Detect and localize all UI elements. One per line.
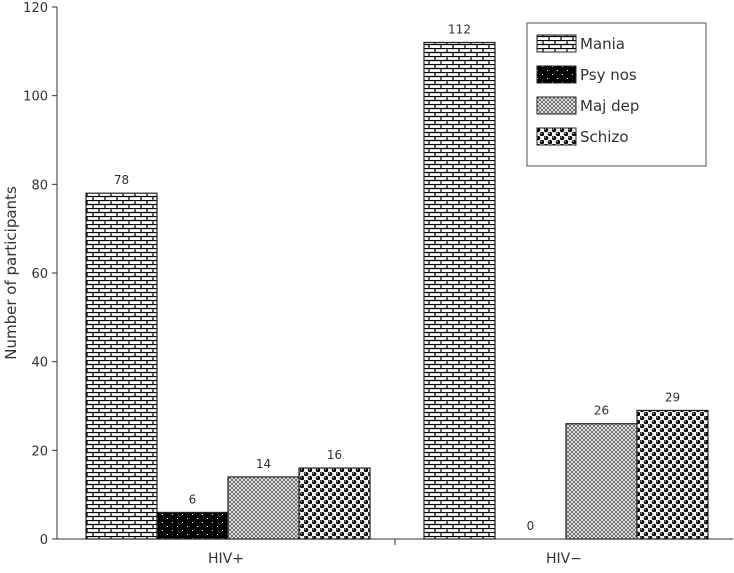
bar-schizo [298, 467, 371, 540]
data-label: 78 [114, 173, 129, 187]
bars: 78 6 14 16 112 0 26 29 [85, 22, 709, 540]
legend: Mania Psy nos Maj dep Schizo [526, 22, 707, 167]
y-tick-label: 80 [31, 178, 48, 193]
bar-maj-dep [565, 423, 638, 540]
x-tick-label: HIV+ [208, 551, 244, 567]
data-label: 112 [448, 22, 471, 36]
data-label: 29 [665, 390, 680, 404]
legend-label: Schizo [580, 128, 629, 146]
data-label: 6 [189, 492, 197, 506]
y-tick-label: 40 [31, 356, 48, 371]
legend-label: Mania [580, 35, 625, 53]
x-tick-label: HIV− [546, 551, 582, 567]
data-label: 16 [327, 448, 342, 462]
legend-label: Maj dep [580, 97, 639, 115]
bar-mania [423, 41, 496, 540]
legend-swatch [536, 34, 577, 53]
data-label: 14 [256, 457, 271, 471]
y-tick-label: 100 [23, 90, 48, 105]
y-tick-label: 60 [31, 267, 48, 282]
legend-swatch [536, 96, 577, 115]
y-tick-label: 120 [23, 1, 48, 16]
data-label: 0 [527, 519, 535, 533]
legend-swatch [536, 65, 577, 84]
bar-psy-nos [156, 511, 229, 540]
bar-maj-dep [227, 476, 300, 540]
bar-mania [85, 192, 158, 540]
legend-swatch [536, 127, 577, 146]
bar-schizo [636, 409, 709, 540]
y-tick-label: 0 [40, 533, 48, 548]
legend-label: Psy nos [580, 66, 637, 84]
y-axis-title: Number of participants [2, 186, 20, 360]
y-tick-label: 20 [31, 444, 48, 459]
data-label: 26 [594, 404, 609, 418]
